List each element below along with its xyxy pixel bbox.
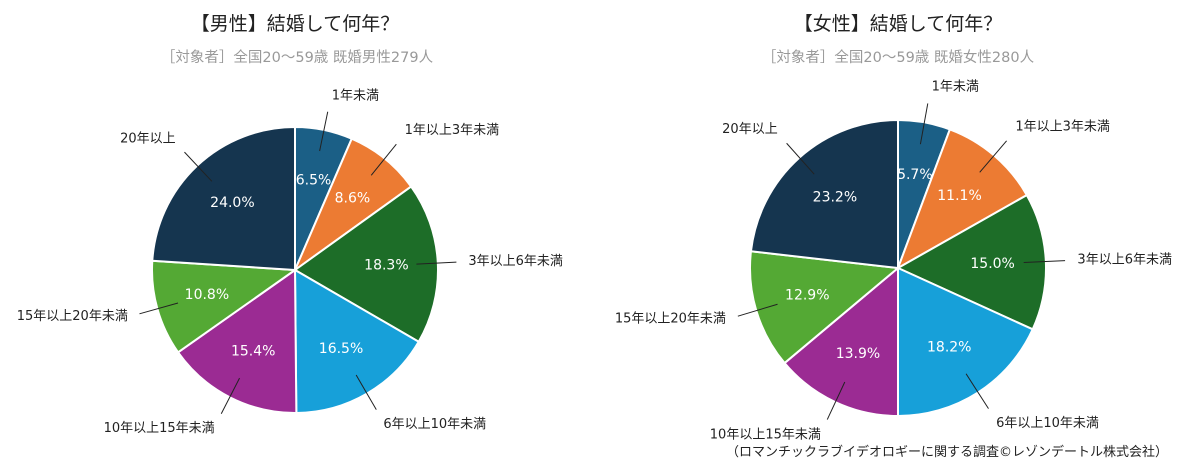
chart-title-male: 【男性】結婚して何年？ [191, 13, 399, 35]
category-label: 3年以上6年未満 [1077, 253, 1172, 268]
data-label: 18.2% [927, 340, 971, 356]
leader-line [184, 151, 213, 182]
data-label: 5.7% [897, 167, 933, 183]
data-label: 12.9% [785, 287, 829, 303]
data-label: 13.9% [836, 346, 880, 362]
data-label: 8.6% [335, 191, 371, 207]
category-label: 10年以上15年未満 [104, 421, 215, 436]
chart-title-female: 【女性】結婚して何年？ [794, 13, 1002, 35]
category-label: 1年未満 [332, 88, 379, 103]
category-label: 3年以上6年未満 [468, 254, 563, 269]
leader-line [737, 303, 778, 317]
data-label: 15.0% [970, 256, 1014, 272]
leader-line [139, 302, 179, 315]
category-label: 6年以上10年未満 [383, 417, 486, 432]
category-label: 6年以上10年未満 [996, 416, 1099, 431]
category-label: 20年以上 [722, 122, 778, 137]
category-label: 20年以上 [120, 131, 176, 146]
leader-line [319, 111, 329, 152]
leader-line [965, 373, 989, 409]
category-label: 1年以上3年未満 [405, 123, 500, 138]
chart-subtitle-female: ［対象者］全国20〜59歳 既婚女性280人 [762, 48, 1034, 66]
category-label: 15年以上20年未満 [17, 309, 128, 324]
leader-line [979, 140, 1007, 173]
leader-line [919, 103, 929, 145]
leader-line [1023, 260, 1066, 263]
leader-line [220, 377, 240, 415]
category-label: 15年以上20年未満 [615, 312, 726, 327]
data-label: 23.2% [813, 189, 857, 205]
data-label: 16.5% [319, 341, 363, 357]
leader-line [355, 374, 377, 410]
category-label: 10年以上15年未満 [710, 427, 821, 442]
leader-line [416, 261, 457, 265]
leader-line [826, 381, 846, 420]
data-label: 15.4% [231, 343, 275, 359]
pie-male: 6.5% 1年未満 8.6% 1年以上3年未満 18.3% 3年以上6年未満 16.5% 6年… [17, 88, 563, 436]
data-label: 18.3% [364, 258, 408, 274]
category-label: 1年未満 [932, 80, 979, 95]
category-label: 1年以上3年未満 [1015, 119, 1110, 134]
chart-subtitle-male: ［対象者］全国20〜59歳 既婚男性279人 [161, 48, 433, 66]
data-label: 10.8% [185, 287, 229, 303]
leader-line [370, 143, 397, 176]
leader-line [786, 142, 815, 175]
source-note: （ロマンチックラブイデオロギーに関する調査©レゾンデートル株式会社） [726, 444, 1168, 460]
pie-female: 5.7% 1年未満 11.1% 1年以上3年未満 15.0% 3年以上6年未満 18.2% 6… [615, 80, 1172, 443]
data-label: 24.0% [210, 195, 254, 211]
data-label: 11.1% [937, 188, 981, 204]
data-label: 6.5% [296, 172, 332, 188]
